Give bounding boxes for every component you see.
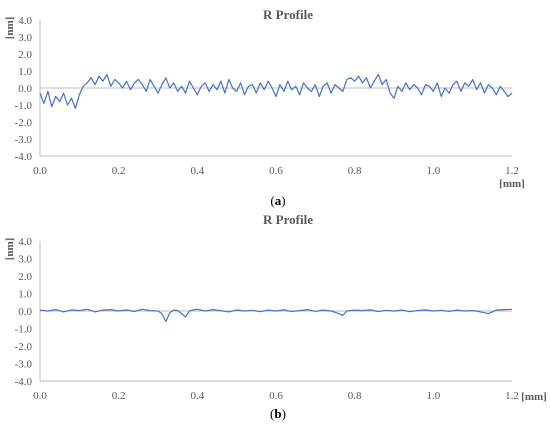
x-tick-label: 0.6 <box>269 390 283 402</box>
y-tick-label: -1.0 <box>15 324 33 336</box>
x-tick-label: 1.0 <box>426 390 440 402</box>
profile-series-line <box>39 308 513 323</box>
y-tick-label: 4.0 <box>18 15 32 27</box>
y-tick-label: 0.0 <box>18 306 32 318</box>
y-tick-label: -3.0 <box>15 359 33 371</box>
y-tick-label: 2.0 <box>18 271 32 283</box>
y-tick-label: 1.0 <box>18 289 32 301</box>
y-tick-label: 3.0 <box>18 32 32 44</box>
x-tick-label: 0.0 <box>33 165 47 177</box>
x-tick-label: 0.8 <box>348 165 362 177</box>
chart-title: R Profile <box>263 7 313 22</box>
x-tick-label: 0.2 <box>112 165 126 177</box>
panel-label: (a) <box>270 193 285 208</box>
chart-title: R Profile <box>263 212 313 227</box>
x-tick-label: 1.0 <box>426 165 440 177</box>
y-tick-label: 0.0 <box>18 83 32 95</box>
profile-series-line <box>39 73 513 110</box>
y-tick-label: -4.0 <box>15 376 33 388</box>
chart-panel-a: R Profile [nm] 4.0 3.0 2.0 1.0 0.0 -1.0 -2.0 -3.0… <box>4 7 525 208</box>
x-axis-label: [mm] <box>499 178 525 190</box>
y-axis-label: [nm] <box>4 238 16 261</box>
y-tick-label: 3.0 <box>18 254 32 266</box>
chart-panel-b: R Profile [nm] 4.0 3.0 2.0 1.0 0.0 -1.0 -2.0 -3.0… <box>4 212 547 421</box>
x-tick-label: 0.4 <box>190 390 204 402</box>
y-tick-label: -2.0 <box>15 341 33 353</box>
y-axis-label: [nm] <box>4 17 16 40</box>
x-axis-label: [mm] <box>521 391 547 403</box>
y-tick-label: -4.0 <box>15 151 33 163</box>
x-tick-label: 0.0 <box>33 390 47 402</box>
y-tick-label: -3.0 <box>15 134 33 146</box>
y-tick-label: 2.0 <box>18 49 32 61</box>
x-tick-label: 0.2 <box>112 390 126 402</box>
x-tick-label: 1.2 <box>505 165 519 177</box>
x-tick-label: 0.4 <box>190 165 204 177</box>
panel-label: (b) <box>270 406 286 421</box>
y-tick-label: 4.0 <box>18 236 32 248</box>
x-tick-label: 0.8 <box>348 390 362 402</box>
x-tick-label: 0.6 <box>269 165 283 177</box>
y-tick-label: -1.0 <box>15 100 33 112</box>
y-tick-label: 1.0 <box>18 66 32 78</box>
x-tick-label: 1.2 <box>505 390 519 402</box>
y-tick-label: -2.0 <box>15 117 33 129</box>
